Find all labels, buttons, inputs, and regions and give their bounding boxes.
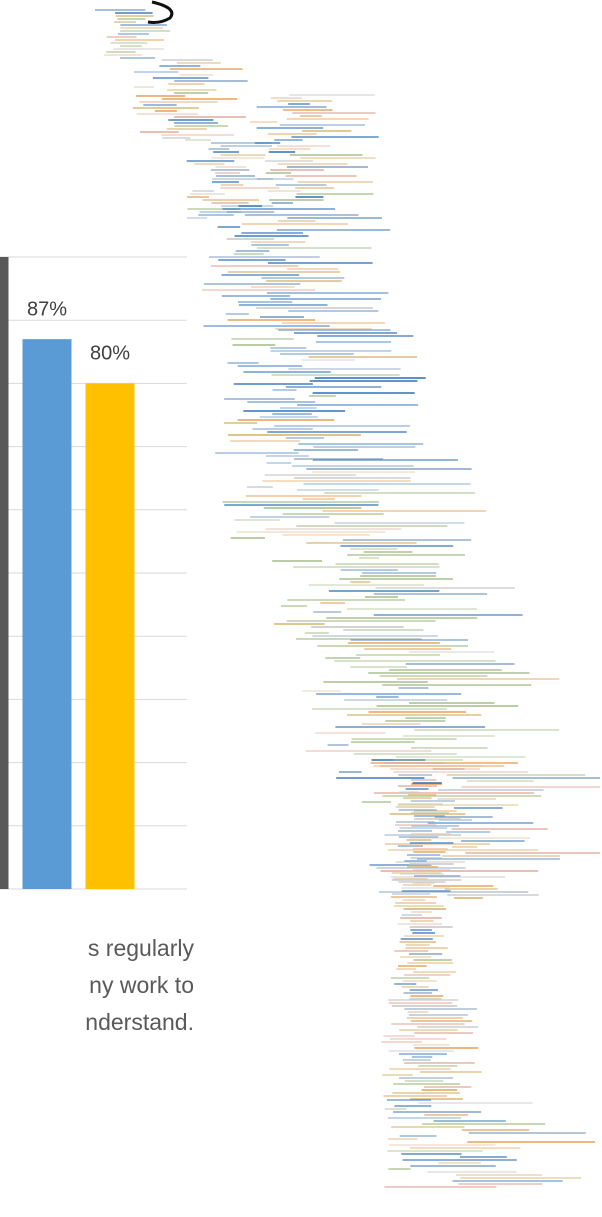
bar [0, 257, 9, 889]
bar [22, 339, 72, 889]
caption-line: ny work to [89, 972, 194, 998]
bar [85, 383, 135, 889]
value-label: 80% [90, 343, 130, 365]
illustration-stroke [147, 0, 174, 24]
value-label: 87% [27, 298, 67, 320]
caption-line: nderstand. [85, 1009, 194, 1035]
caption-line: s regularly [88, 935, 195, 961]
illustration [95, 0, 600, 1188]
